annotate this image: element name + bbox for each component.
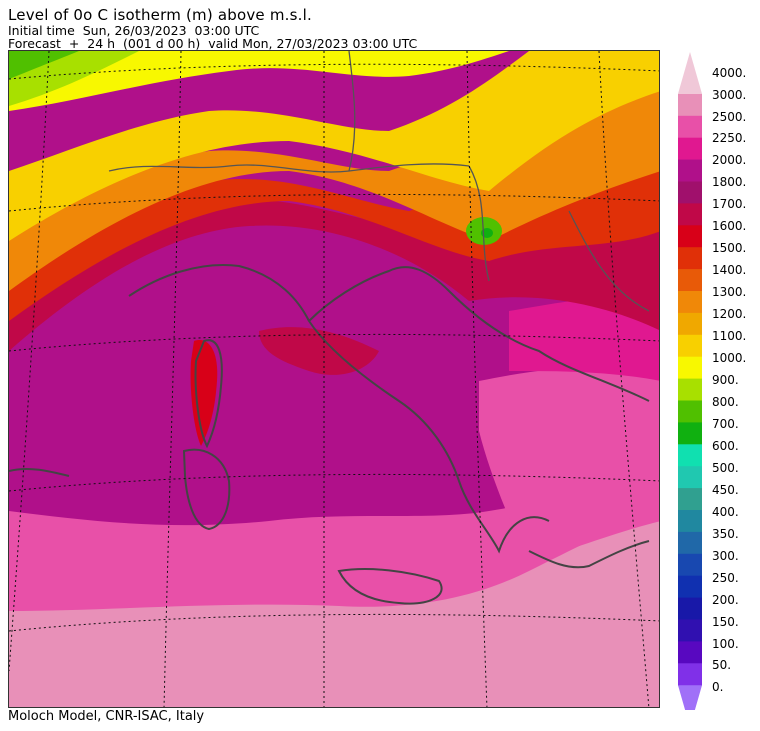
colorbar-cell xyxy=(678,312,702,336)
colorbar-label: 3000. xyxy=(712,88,747,102)
colorbar-cell xyxy=(678,663,702,686)
colorbar-cell xyxy=(678,115,702,139)
colorbar-label: 1100. xyxy=(712,329,747,343)
colorbar-cell xyxy=(678,137,702,161)
colorbar-label: 50. xyxy=(712,658,732,672)
field-1000-north xyxy=(9,51,509,111)
colorbar-cell xyxy=(678,334,702,358)
colorbar-label: 250. xyxy=(712,571,739,585)
colorbar-cell xyxy=(678,597,702,620)
colorbar-cell xyxy=(678,93,702,117)
colorbar-label: 2000. xyxy=(712,153,747,167)
colorbar-cell xyxy=(678,378,702,401)
colorbar-cell xyxy=(678,422,702,445)
colorbar-cell xyxy=(678,225,702,248)
field-2250-east xyxy=(509,296,659,381)
colorbar-label: 350. xyxy=(712,527,739,541)
coastlines xyxy=(9,264,650,605)
colorbar-cell xyxy=(678,291,702,314)
colorbar-cell xyxy=(678,488,702,511)
colorbar-cell xyxy=(678,269,702,292)
colorbar-cell xyxy=(678,641,702,664)
colorbar-label: 300. xyxy=(712,549,739,563)
colorbar-cell xyxy=(678,159,702,182)
colorbar-label: 4000. xyxy=(712,66,747,80)
field-1600-corsica xyxy=(190,340,218,446)
colorbar-label: 2250. xyxy=(712,131,747,145)
field-4000-south xyxy=(9,511,659,707)
colorbar-label: 1000. xyxy=(712,351,747,365)
colorbar-cell xyxy=(678,685,702,710)
field-2500-east xyxy=(479,366,659,561)
colorbar-cell xyxy=(678,553,702,577)
colorbar-label: 500. xyxy=(712,461,739,475)
map-title: Level of 0o C isotherm (m) above m.s.l. xyxy=(8,6,312,24)
colorbar-cell xyxy=(678,181,702,204)
colorbar-cell xyxy=(678,531,702,555)
colorbar-label: 600. xyxy=(712,439,739,453)
colorbar-cell xyxy=(678,52,702,94)
colorbar-label: 700. xyxy=(712,417,739,431)
forecast-valid-label: Forecast + 24 h (001 d 00 h) valid Mon, … xyxy=(8,36,418,51)
colorbar-cell xyxy=(678,619,702,642)
model-credit: Moloch Model, CNR-ISAC, Italy xyxy=(8,709,205,724)
colorbar-label: 1400. xyxy=(712,263,747,277)
colorbar-label: 1700. xyxy=(712,197,747,211)
colorbar-label: 1500. xyxy=(712,241,747,255)
colorbar-label: 0. xyxy=(712,680,724,694)
colorbar-label: 1200. xyxy=(712,307,747,321)
colorbar-cell xyxy=(678,510,702,533)
colorbar-cell xyxy=(678,444,702,467)
field-1100-north xyxy=(9,51,659,241)
borders xyxy=(108,51,650,312)
colorbar-cell xyxy=(678,247,702,270)
colorbar-label: 100. xyxy=(712,637,739,651)
colorbar-label: 1600. xyxy=(712,219,747,233)
isotherm-map xyxy=(8,50,660,708)
colorbar-label: 900. xyxy=(712,373,739,387)
colorbar xyxy=(678,52,702,710)
colorbar-label: 450. xyxy=(712,483,739,497)
colorbar-label: 150. xyxy=(712,615,739,629)
colorbar-cell xyxy=(678,400,702,423)
field-800-northwest xyxy=(9,51,79,79)
colorbar-label: 200. xyxy=(712,593,739,607)
colorbar-label: 400. xyxy=(712,505,739,519)
colorbar-label: 800. xyxy=(712,395,739,409)
colorbar-label: 1300. xyxy=(712,285,747,299)
colorbar-label: 1800. xyxy=(712,175,747,189)
colorbar-cell xyxy=(678,466,702,489)
colorbar-cell xyxy=(678,575,702,599)
initial-time-label: Initial time Sun, 26/03/2023 03:00 UTC xyxy=(8,23,260,38)
colorbar-cell xyxy=(678,356,702,380)
graticule xyxy=(9,51,659,707)
colorbar-cell xyxy=(678,203,702,226)
colorbar-label: 2500. xyxy=(712,110,747,124)
